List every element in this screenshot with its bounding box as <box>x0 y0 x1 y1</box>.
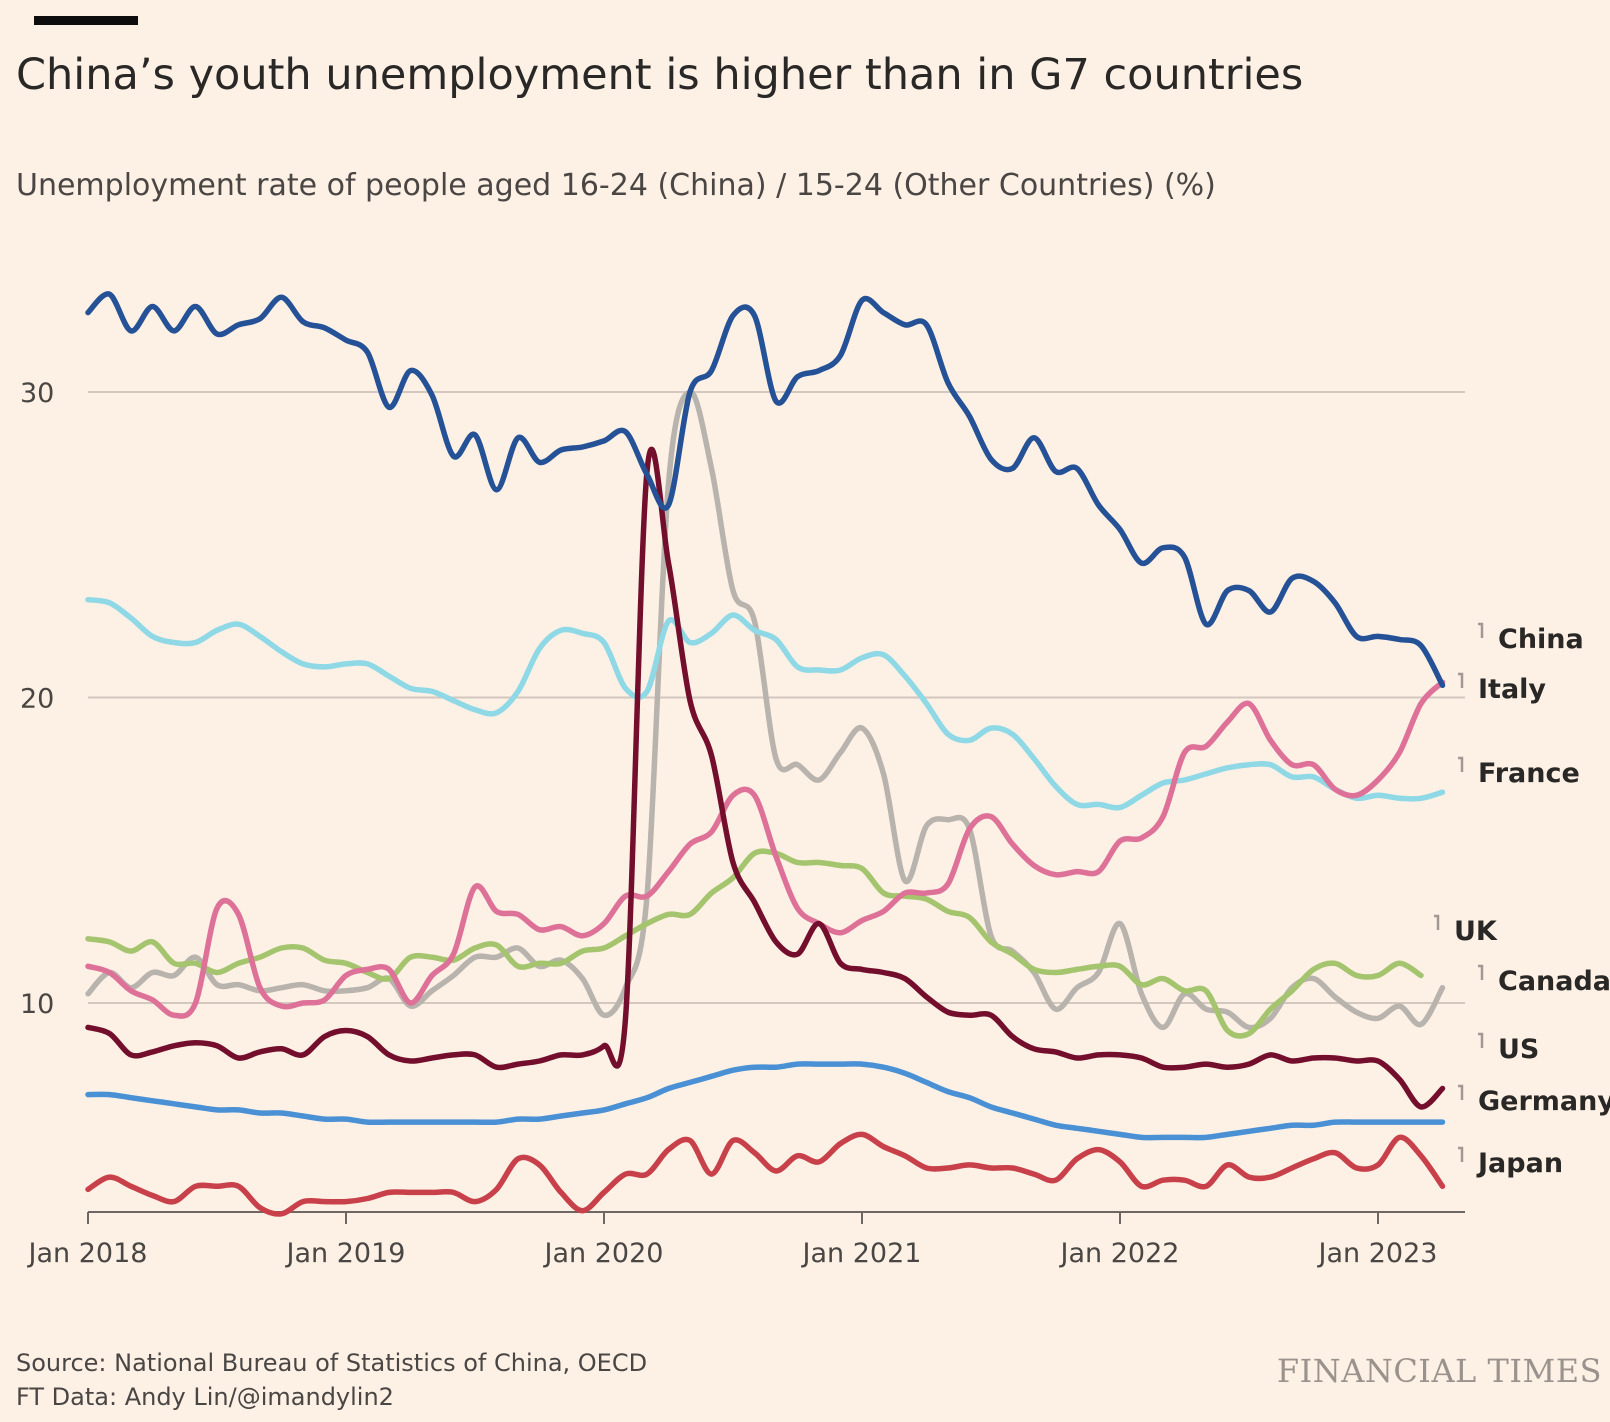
series-line-canada <box>85 389 1446 1031</box>
brand-top-bar <box>34 16 138 25</box>
series-label-canada: Canada <box>1498 966 1610 997</box>
ft-logo: FINANCIAL TIMES <box>1276 1352 1602 1390</box>
x-tick-label: Jan 2022 <box>1059 1238 1180 1269</box>
line-chart: Jan 2018 Jan 2019 Jan 2020 Jan 2021 Jan 2022… <box>20 291 1610 1269</box>
label-connector-germany <box>1458 1084 1464 1100</box>
source-line-1: Source: National Bureau of Statistics of… <box>16 1349 648 1377</box>
label-connector-uk <box>1434 914 1440 930</box>
series-label-japan: Japan <box>1476 1148 1563 1179</box>
source-note: Source: National Bureau of Statistics of… <box>16 1346 647 1414</box>
label-connector-us <box>1478 1032 1484 1048</box>
label-connector-china <box>1478 622 1484 638</box>
series-label-france: France <box>1478 758 1580 789</box>
chart-subtitle: Unemployment rate of people aged 16-24 (… <box>16 168 1216 203</box>
y-tick-label-20: 20 <box>20 684 54 715</box>
series-label-china: China <box>1498 624 1584 655</box>
label-connector-canada <box>1478 964 1484 980</box>
series-line-france <box>85 596 1446 811</box>
y-tick-label-10: 10 <box>20 989 54 1020</box>
label-connector-france <box>1458 756 1464 772</box>
x-axis: Jan 2018 Jan 2019 Jan 2020 Jan 2021 Jan 2022… <box>27 1211 1465 1269</box>
chart-title: China’s youth unemployment is higher tha… <box>16 50 1304 100</box>
series-line-china <box>85 291 1446 689</box>
series-label-us: US <box>1498 1034 1539 1065</box>
label-connector-italy <box>1458 672 1464 688</box>
x-tick-label: Jan 2020 <box>543 1238 664 1269</box>
x-tick-label: Jan 2023 <box>1317 1238 1438 1269</box>
series-label-germany: Germany <box>1478 1086 1610 1117</box>
label-connector-japan <box>1458 1146 1464 1162</box>
gridlines <box>88 391 1465 1004</box>
series-line-japan <box>85 1131 1446 1217</box>
y-tick-label-30: 30 <box>20 378 54 409</box>
source-line-2: FT Data: Andy Lin/@imandylin2 <box>16 1383 394 1411</box>
x-tick-label: Jan 2018 <box>27 1238 148 1269</box>
y-axis: 10 20 30 <box>20 378 54 1020</box>
series-line-uk <box>85 848 1424 1039</box>
x-tick-label: Jan 2019 <box>285 1238 406 1269</box>
series-lines <box>85 291 1446 1217</box>
series-line-us <box>85 446 1446 1110</box>
series-line-germany <box>85 1061 1446 1141</box>
series-label-italy: Italy <box>1478 674 1546 705</box>
series-line-italy <box>85 679 1446 1019</box>
x-tick-label: Jan 2021 <box>801 1238 922 1269</box>
series-label-uk: UK <box>1454 916 1498 947</box>
